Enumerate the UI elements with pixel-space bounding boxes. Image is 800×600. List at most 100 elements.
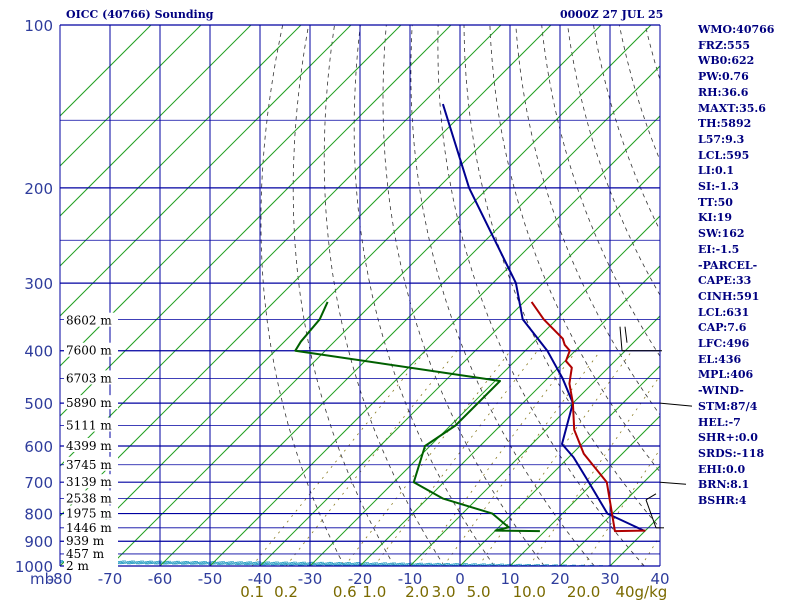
temperature-tick-label: -60 — [148, 570, 173, 588]
index-item: WB0:622 — [698, 54, 755, 68]
pressure-unit-label: mb — [30, 570, 54, 588]
height-label: 2538 m — [66, 491, 112, 505]
pressure-grid — [59, 24, 661, 567]
dewpoint-trace — [294, 301, 540, 533]
height-label-bg — [64, 370, 118, 385]
height-label-bg — [64, 519, 118, 534]
index-item: SW:162 — [698, 227, 745, 241]
height-labels: 8602 m 7600 m 6703 m 5890 m 5111 m 4399 m 3745… — [64, 312, 118, 573]
pressure-tick-label: 800 — [24, 506, 53, 524]
index-item: PW:0.76 — [698, 70, 749, 84]
pressure-tick-label: 200 — [24, 180, 53, 198]
mixing-ratio-label: 0.2 — [274, 583, 298, 600]
mixing-ratio-label: 0.6 — [333, 583, 357, 600]
index-item: EHI:0.0 — [698, 462, 746, 476]
temperature-tick-label: 40 — [650, 570, 669, 588]
index-item: STM:87/4 — [698, 399, 758, 413]
index-item: RH:36.6 — [698, 85, 749, 99]
height-label: 3139 m — [66, 475, 112, 489]
mixing-ratio-label: 3.0 — [432, 583, 456, 600]
wind-barb — [659, 481, 687, 485]
index-item: MPL:406 — [698, 368, 754, 382]
index-item: BRN:8.1 — [698, 478, 750, 492]
temperature-tick-label: -40 — [248, 570, 273, 588]
pressure-tick-label: 100 — [24, 17, 53, 35]
height-label-bg — [64, 342, 118, 357]
wind-barbs — [619, 326, 693, 529]
wind-barb — [619, 326, 662, 352]
wind-barb-feather — [645, 493, 657, 501]
isotherm — [60, 25, 302, 267]
height-label: 3745 m — [66, 458, 112, 472]
temperature-tick-label: -50 — [198, 570, 223, 588]
index-item: MAXT:35.6 — [698, 101, 766, 115]
temperature-tick-label: -10 — [398, 570, 423, 588]
temperature-tick-label: -70 — [98, 570, 123, 588]
isotherm — [309, 215, 660, 566]
index-item: TT:50 — [698, 195, 733, 209]
height-label-bg — [64, 490, 118, 505]
height-label: 457 m — [66, 547, 105, 561]
height-label: 939 m — [66, 534, 105, 548]
index-item: LCL:631 — [698, 305, 750, 319]
isotherm — [359, 265, 660, 566]
mixing-ratio-label: 0.1 — [240, 583, 264, 600]
isotherm — [459, 365, 660, 566]
height-label: 7600 m — [66, 344, 112, 358]
temperature-tick-label: -80 — [48, 570, 73, 588]
isotherm — [60, 25, 152, 117]
pressure-tick-label: 400 — [24, 343, 53, 361]
isotherm — [209, 115, 660, 566]
height-label: 5111 m — [66, 419, 112, 433]
mixing-ratio-label: 20.0 — [567, 583, 600, 600]
height-label-bg — [64, 558, 118, 572]
isotherm — [409, 315, 660, 566]
temperature-tick-label: 20 — [550, 570, 569, 588]
isotherm — [60, 25, 352, 317]
index-item: -WIND- — [698, 384, 744, 398]
temperature-tick-label: 30 — [600, 570, 619, 588]
height-label-bg — [64, 437, 118, 452]
index-item: -PARCEL- — [698, 258, 758, 272]
index-item: HEL:-7 — [698, 415, 741, 429]
index-item: WMO:40766 — [698, 23, 775, 36]
isotherms — [60, 25, 660, 566]
index-item: CAP:7.6 — [698, 321, 747, 335]
index-item: SRDS:-118 — [698, 446, 765, 460]
temperature-trace — [530, 301, 646, 533]
pressure-tick-label: 300 — [24, 275, 53, 293]
pressure-tick-label: 500 — [24, 395, 53, 413]
height-label: 1446 m — [66, 521, 112, 535]
index-item: FRZ:555 — [698, 38, 751, 52]
index-item: EL:436 — [698, 352, 742, 366]
index-item: SHR+:0.0 — [698, 431, 758, 445]
height-label-bg — [64, 474, 118, 489]
index-item: SI:-1.3 — [698, 180, 739, 194]
index-item: CINH:591 — [698, 289, 760, 303]
height-label-bg — [64, 533, 118, 548]
temperature-tick-label: -20 — [348, 570, 373, 588]
index-item: L57:9.3 — [698, 132, 745, 146]
height-label: 4399 m — [66, 439, 112, 453]
height-label-bg — [64, 417, 118, 432]
height-label: 5890 m — [66, 396, 112, 410]
height-label: 6703 m — [66, 371, 112, 385]
isotherm — [60, 25, 202, 167]
index-item: LFC:496 — [698, 337, 750, 351]
index-item: LI:0.1 — [698, 164, 735, 178]
isotherm — [109, 25, 652, 566]
temperature-tick-label: 0 — [455, 570, 465, 588]
pressure-tick-label: 600 — [24, 438, 53, 456]
dry-adiabat — [775, 25, 800, 566]
isotherm — [509, 415, 660, 566]
isotherm — [159, 65, 660, 566]
wind-barb-feather — [619, 326, 623, 351]
temperature-tick-label: -30 — [298, 570, 323, 588]
height-label-bg — [64, 505, 118, 520]
wind-barb — [659, 402, 693, 407]
isotherm — [559, 465, 660, 566]
mixing-ratio-label: 5.0 — [467, 583, 491, 600]
height-label: 2 m — [66, 559, 89, 573]
